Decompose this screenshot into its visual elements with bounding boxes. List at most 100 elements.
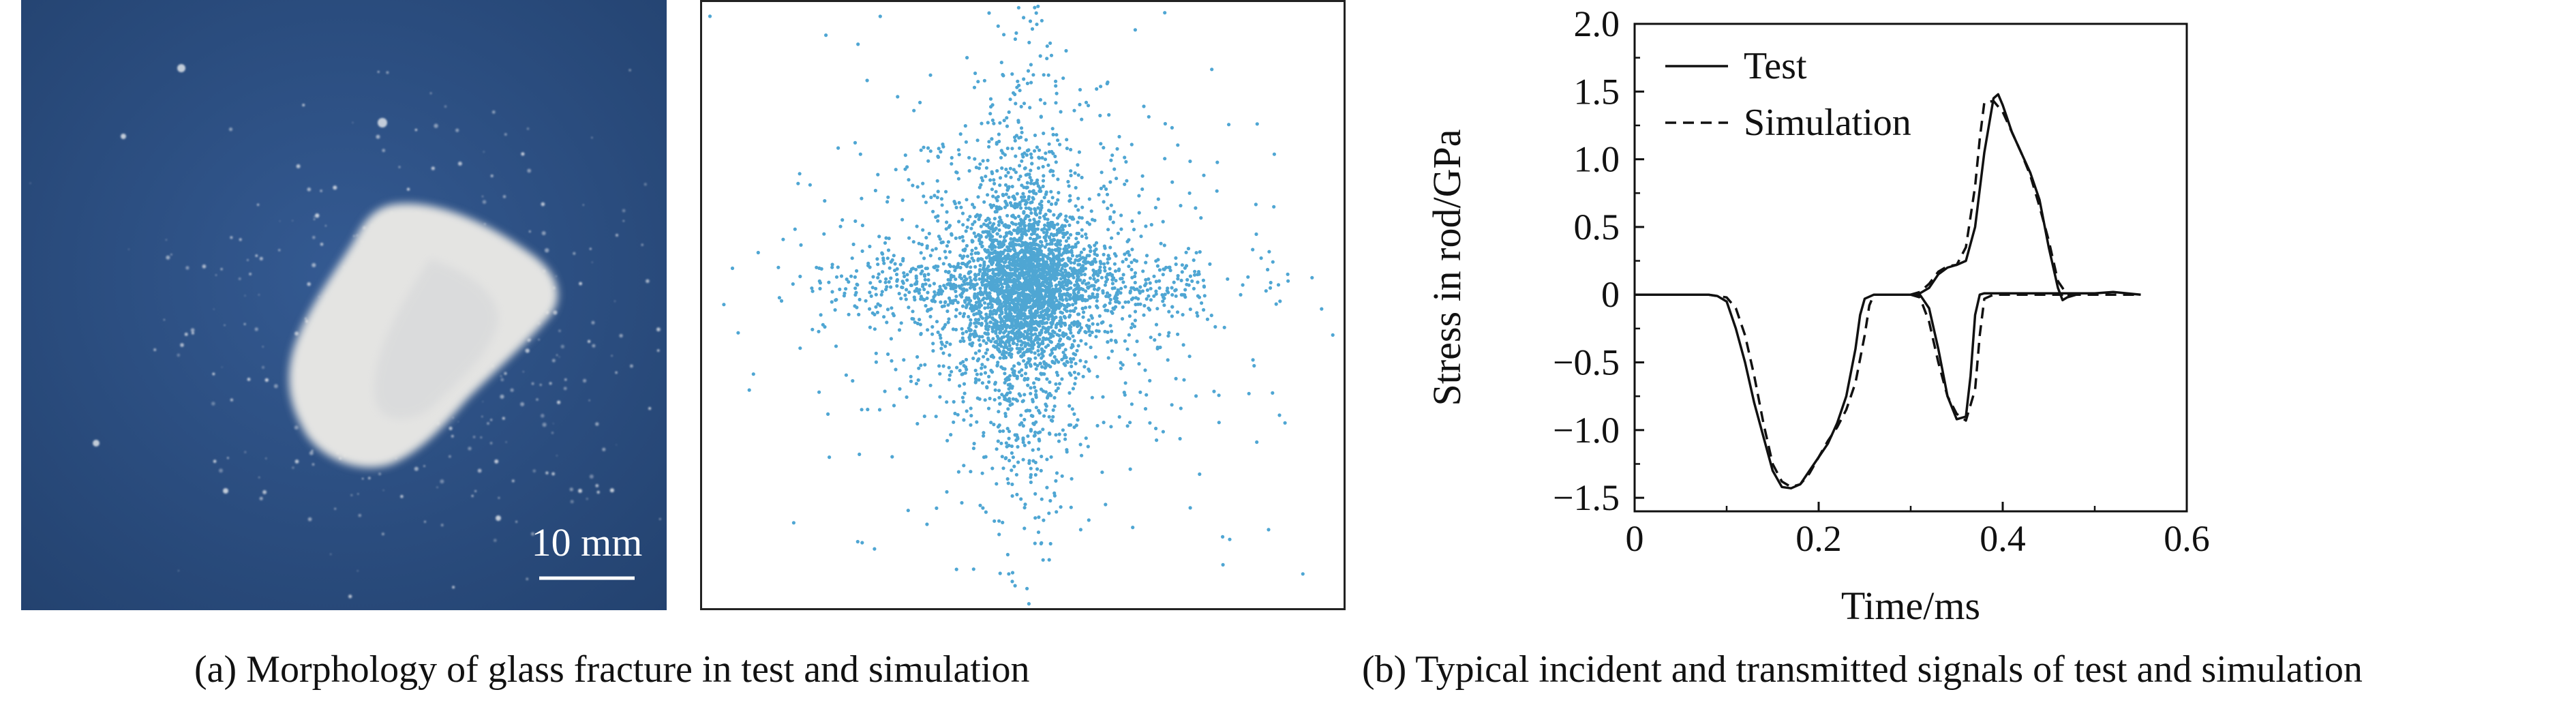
fragment-point — [1050, 248, 1054, 252]
dust-particle — [414, 128, 418, 132]
fragment-point — [966, 217, 970, 222]
dust-particle — [482, 401, 484, 402]
fragment-point — [1194, 394, 1198, 398]
fragment-point — [1014, 318, 1018, 322]
fragment-point — [1121, 273, 1125, 277]
fragment-point — [1106, 330, 1110, 334]
fragment-point — [1020, 284, 1025, 288]
fragment-point — [978, 277, 982, 281]
fragment-point — [1077, 258, 1081, 262]
fragment-point — [939, 150, 943, 154]
dust-particle — [530, 532, 535, 536]
dust-particle — [482, 200, 487, 205]
fragment-point — [1012, 315, 1016, 319]
fragment-point — [990, 370, 995, 374]
fragment-point — [1051, 304, 1055, 308]
fragment-point — [990, 312, 995, 316]
fragment-point — [1208, 262, 1212, 266]
fragment-point — [1061, 76, 1065, 80]
fragment-point — [1176, 273, 1180, 278]
fragment-point — [935, 506, 939, 511]
fragment-point — [1154, 292, 1158, 296]
fragment-point — [1140, 174, 1145, 178]
fragment-point — [956, 265, 960, 269]
fragment-point — [1031, 73, 1035, 77]
fragment-point — [975, 420, 979, 424]
fragment-point — [988, 235, 992, 239]
fragment-point — [1001, 72, 1005, 77]
fragment-point — [1007, 430, 1012, 434]
fragment-point — [1002, 119, 1006, 123]
fragment-point — [1020, 314, 1025, 318]
fragment-point — [1068, 194, 1072, 198]
fragment-point — [1050, 359, 1055, 363]
dust-particle — [312, 236, 316, 239]
fragment-point — [892, 254, 896, 258]
fragment-point — [893, 269, 897, 273]
dust-particle — [378, 118, 387, 127]
dust-particle — [532, 469, 536, 473]
fragment-point — [1143, 368, 1147, 372]
fragment-point — [871, 275, 875, 279]
dust-particle — [261, 365, 265, 370]
fragment-point — [1027, 297, 1032, 301]
fragment-point — [1003, 396, 1007, 401]
fragment-point — [1061, 350, 1065, 355]
fragment-point — [1021, 424, 1025, 428]
fragment-point — [1065, 298, 1069, 302]
fragment-point — [1039, 541, 1043, 546]
fragment-point — [1078, 88, 1082, 92]
fragment-point — [1128, 421, 1132, 425]
fragment-point — [1157, 333, 1162, 337]
fragment-point — [1015, 376, 1019, 380]
fragment-point — [1047, 415, 1051, 419]
fragment-point — [1027, 206, 1031, 210]
fragment-point — [991, 355, 996, 359]
fragment-point — [858, 452, 862, 457]
fragment-point — [1004, 305, 1008, 309]
fragment-point — [980, 471, 984, 475]
fragment-point — [922, 287, 926, 292]
fragment-point — [1033, 362, 1037, 366]
fragment-point — [877, 408, 882, 412]
fragment-point — [1114, 299, 1118, 304]
fragment-point — [1057, 432, 1061, 436]
fragment-point — [845, 277, 849, 282]
fragment-point — [965, 329, 969, 334]
fragment-point — [1097, 193, 1101, 197]
fragment-point — [1102, 184, 1106, 188]
fragment-point — [1162, 303, 1166, 307]
fragment-point — [868, 244, 872, 249]
fragment-point — [1019, 339, 1023, 343]
dust-particle — [440, 524, 444, 527]
fragment-point — [1079, 250, 1083, 254]
fragment-point — [1097, 314, 1102, 318]
fragment-point — [1042, 326, 1046, 330]
fragment-point — [1025, 349, 1029, 354]
fragment-point — [858, 297, 862, 301]
fragment-point — [1035, 321, 1039, 326]
fragment-point — [1205, 317, 1209, 321]
fragment-point — [1070, 250, 1074, 254]
fragment-point — [1086, 104, 1091, 108]
fragment-point — [975, 312, 979, 316]
fragment-point — [1014, 102, 1018, 106]
fragment-point — [992, 285, 997, 289]
fragment-point — [1012, 253, 1016, 258]
fragment-point — [958, 132, 963, 136]
dust-particle — [452, 586, 455, 589]
fragment-point — [1000, 393, 1004, 397]
fragment-point — [989, 260, 993, 264]
fragment-point — [968, 337, 972, 342]
fragment-point — [1003, 315, 1007, 319]
fragment-point — [1121, 260, 1125, 264]
fragment-point — [895, 284, 899, 288]
dust-particle — [256, 203, 260, 206]
fragment-point — [798, 346, 802, 350]
fragment-point — [1033, 272, 1037, 276]
fragment-point — [1005, 213, 1010, 217]
fragment-point — [1030, 200, 1034, 205]
fragment-point — [1047, 209, 1051, 213]
fragment-point — [1127, 333, 1131, 337]
fragment-point — [1075, 282, 1079, 286]
